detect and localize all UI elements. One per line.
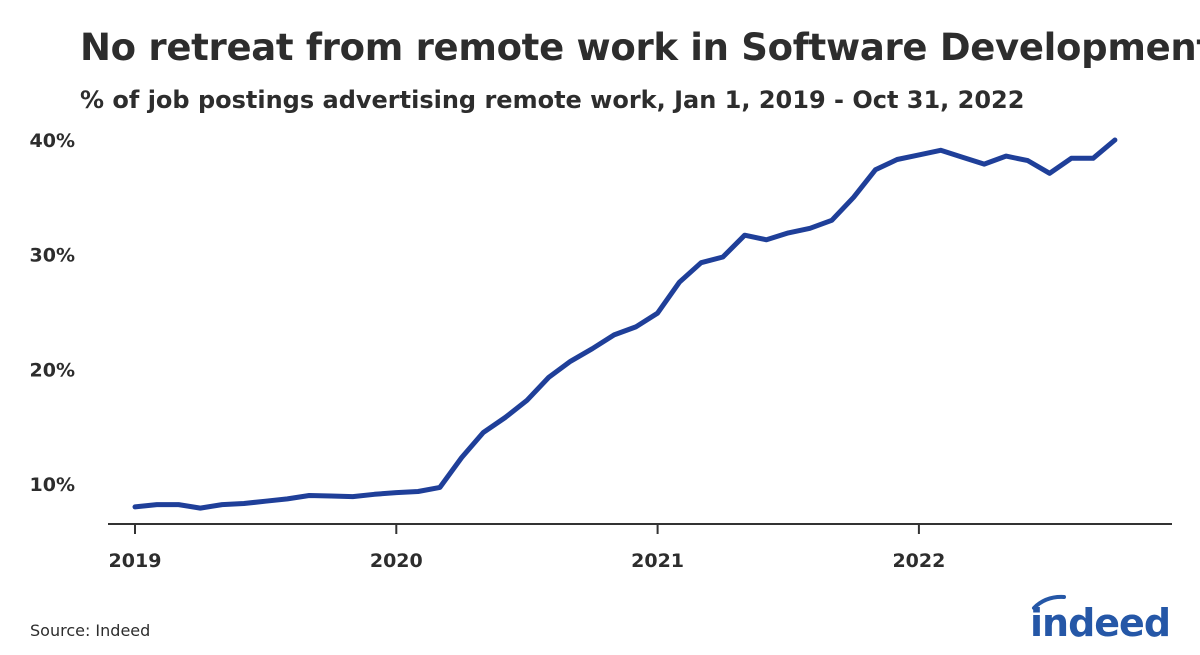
x-axis-ticks: 2019 2020 2021 2022 <box>109 524 945 572</box>
indeed-logo-wordmark: indeed <box>1030 601 1170 644</box>
x-tick-label: 2019 <box>109 550 162 572</box>
indeed-logo-arc <box>1032 594 1066 610</box>
y-tick-label: 20% <box>30 359 75 381</box>
x-tick-label: 2020 <box>370 550 423 572</box>
y-tick-label: 30% <box>30 245 75 267</box>
y-tick-label: 40% <box>30 130 75 152</box>
chart-subtitle: % of job postings advertising remote wor… <box>80 86 1025 114</box>
y-axis-ticks: 10% 20% 30% 40% <box>30 130 75 496</box>
x-tick-label: 2021 <box>631 550 684 572</box>
x-tick-label: 2022 <box>892 550 945 572</box>
source-note: Source: Indeed <box>30 621 151 640</box>
series-line-remote-postings <box>132 137 1118 511</box>
y-tick-label: 10% <box>30 474 75 496</box>
indeed-logo: indeed <box>1030 594 1171 644</box>
chart-title: No retreat from remote work in Software … <box>80 26 1200 69</box>
